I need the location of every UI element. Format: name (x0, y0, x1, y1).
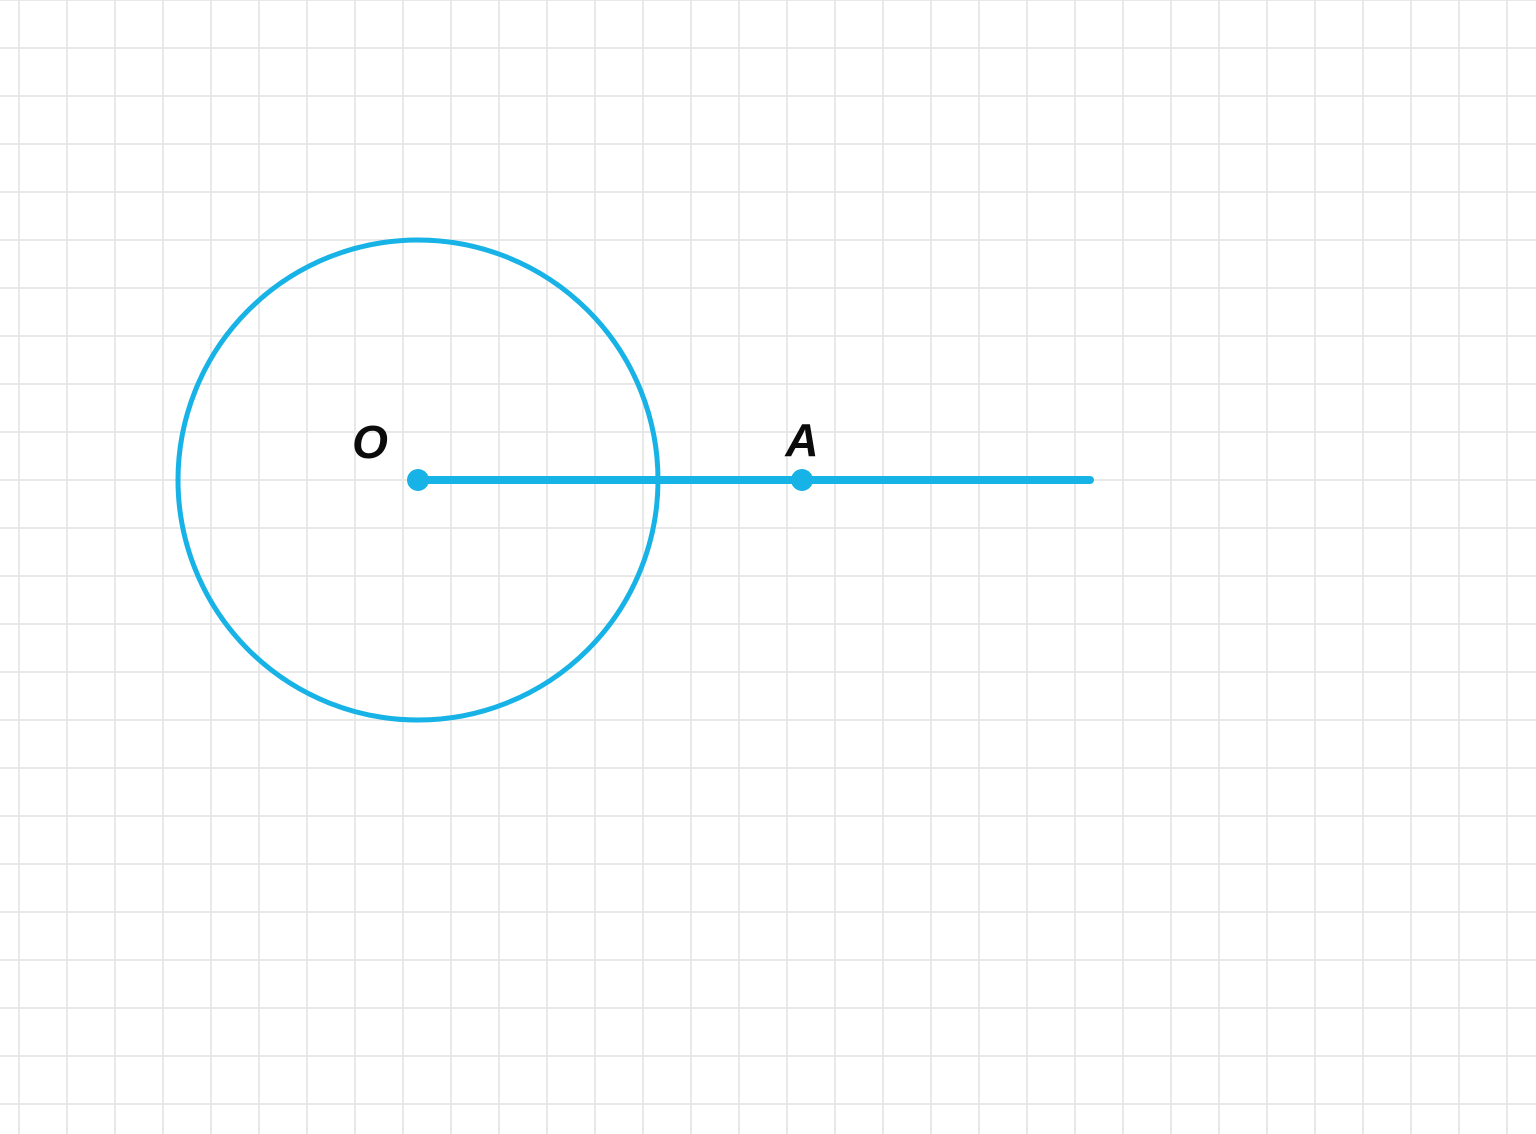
geometry-diagram: OA (0, 0, 1536, 1134)
point-A (791, 469, 813, 491)
label-A: A (784, 414, 818, 466)
labels: OA (352, 414, 819, 468)
point-O (407, 469, 429, 491)
grid (0, 0, 1536, 1134)
label-O: O (352, 416, 388, 468)
